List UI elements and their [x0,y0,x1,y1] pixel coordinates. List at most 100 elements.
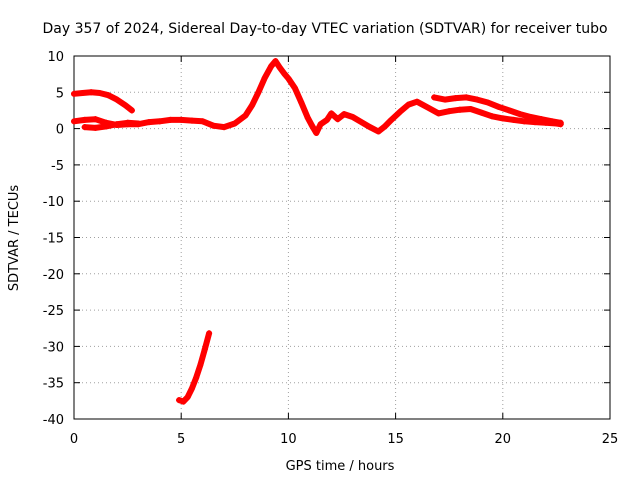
y-tick-label: -30 [43,340,64,355]
data-point [146,119,153,126]
data-point [510,116,517,123]
x-tick-label: 0 [70,432,78,447]
data-point [489,113,496,120]
data-point [516,111,523,118]
data-point [193,374,200,381]
data-point [199,118,206,125]
y-tick-label: -35 [43,377,64,392]
data-point [71,118,77,125]
data-point [435,110,442,117]
data-point [71,90,77,97]
data-point [431,94,438,101]
data-point [313,129,320,136]
data-point [308,122,315,129]
data-point [135,120,142,127]
chart-title: Day 357 of 2024, Sidereal Day-to-day VTE… [42,21,607,37]
data-point [176,397,183,404]
series-line [176,330,213,405]
y-tick-label: 5 [56,86,64,101]
x-tick-label: 25 [602,432,619,447]
series-main-track [71,58,564,136]
data-point [103,123,110,130]
data-point [124,119,131,126]
data-point [197,361,204,368]
data-point [184,394,191,401]
x-tick-label: 15 [387,432,404,447]
data-point [268,63,275,70]
y-tick-label: -15 [43,232,64,247]
data-point [557,119,564,126]
data-point [405,101,412,108]
data-point [366,124,373,131]
data-point [276,64,283,71]
data-point [188,117,195,124]
data-point [381,123,388,130]
data-point [349,113,356,120]
data-point [549,118,556,125]
data-series [71,58,564,405]
data-point [188,385,195,392]
data-point [92,124,99,131]
data-point [113,121,120,128]
data-point [317,121,324,128]
data-point [79,90,86,97]
y-tick-label: -40 [43,413,64,428]
data-point [375,128,382,135]
data-point [341,111,348,118]
data-point [521,118,528,125]
data-point [201,346,208,353]
data-point [81,116,88,123]
data-point [221,124,228,131]
data-point [452,95,459,102]
series-upper-track-late [431,94,564,126]
data-point [499,115,506,122]
data-point [178,116,185,123]
data-point [231,120,238,127]
data-point [478,109,485,116]
data-point [388,116,395,123]
data-point [128,107,135,114]
data-point [92,116,99,123]
data-point [88,89,95,96]
data-point [538,116,545,123]
data-point [255,89,262,96]
data-point [210,122,217,129]
data-point [206,330,213,337]
series-outlier-track [176,330,213,405]
data-point [467,105,474,112]
y-tick-label: 10 [47,50,64,65]
data-point [396,108,403,115]
y-tick-label: -5 [51,159,64,174]
data-point [441,96,448,103]
data-point [414,98,421,105]
data-point [291,84,298,91]
data-point [180,398,187,405]
data-point [424,104,431,111]
data-point [122,102,129,109]
data-point [96,90,103,97]
x-axis-label: GPS time / hours [286,459,395,474]
data-point [334,116,341,123]
y-tick-label: -10 [43,195,64,210]
data-point [474,96,481,103]
data-point [81,124,88,131]
data-point [248,102,255,109]
data-point [304,114,311,121]
data-point [328,110,335,117]
data-point [272,58,279,65]
data-point [285,75,292,82]
data-point [456,106,463,113]
data-point [281,70,288,77]
data-point [463,94,470,101]
y-axis-label: SDTVAR / TECUs [7,185,22,292]
data-point [495,103,502,110]
series-upper-track-early [71,89,135,114]
data-point [261,74,268,81]
y-axis-ticks: -40 -35 -30 -25 -20 -15 -10 -5 0 5 10 [43,50,610,428]
x-axis-ticks: 0 5 10 15 20 25 [70,56,618,447]
data-point [527,113,534,120]
series-lower-secondary-track [81,119,142,131]
data-point [484,99,491,106]
data-point [323,116,330,123]
